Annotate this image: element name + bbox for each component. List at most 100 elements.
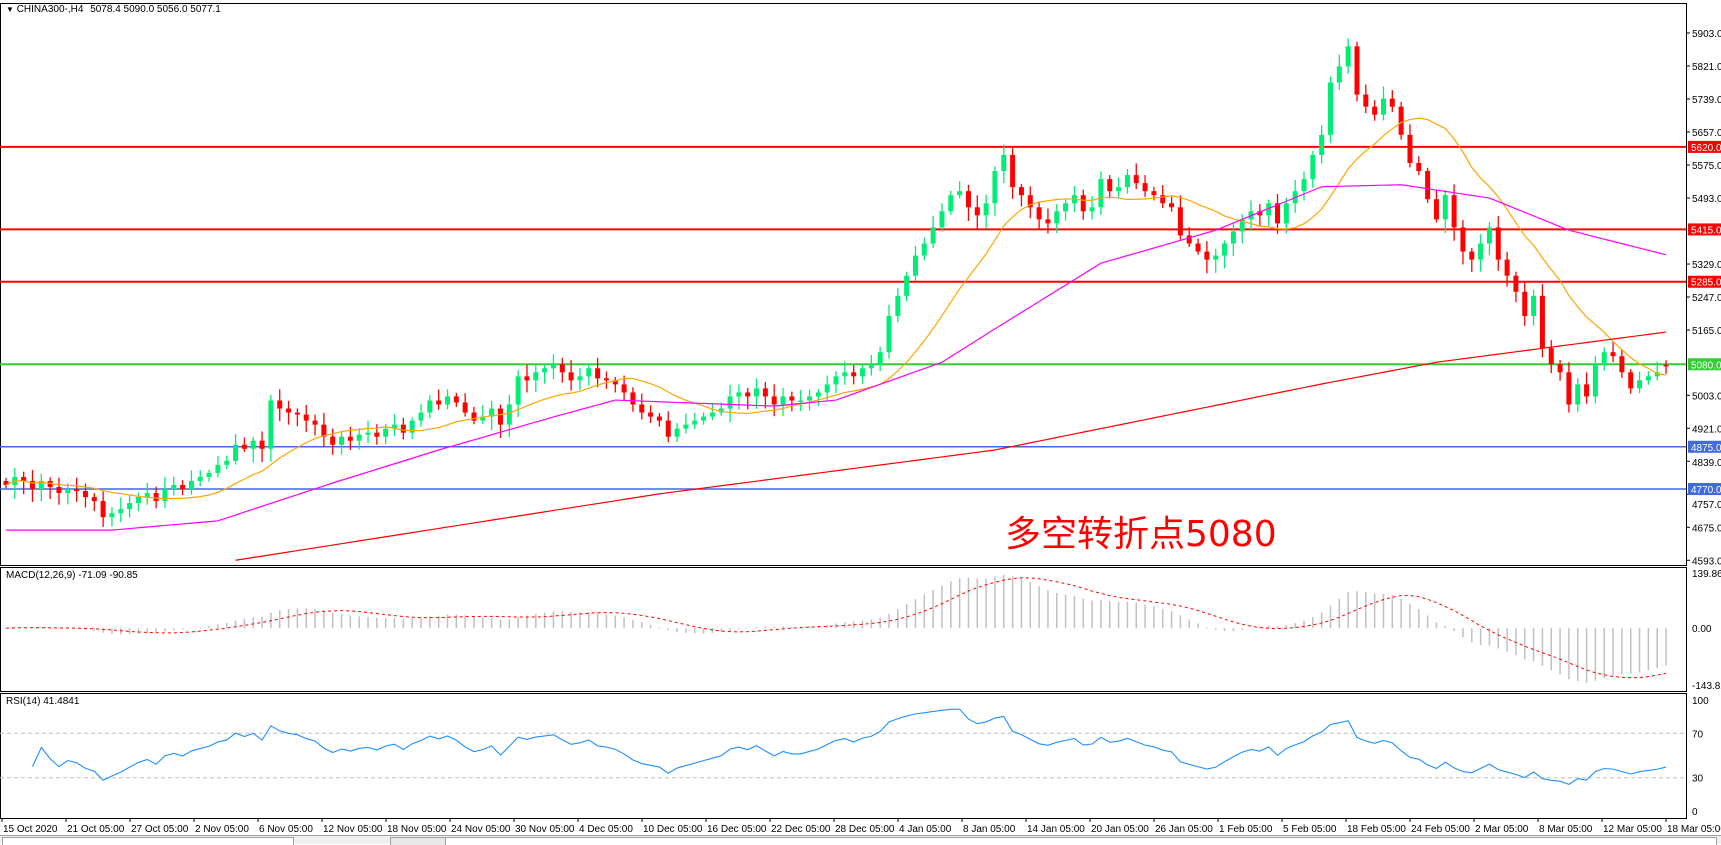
candle-bull (392, 424, 398, 429)
candle-bull (930, 227, 936, 244)
candle-bear (312, 420, 318, 425)
date-tick-label: 30 Nov 05:00 (515, 824, 575, 835)
candle-bull (233, 444, 239, 461)
candle-bull (339, 436, 345, 445)
candle-bear (241, 444, 247, 449)
candle-bear (1416, 163, 1422, 172)
candle-bull (957, 191, 963, 196)
candle-bull (904, 275, 910, 296)
candle-bull (550, 364, 556, 369)
candle-bull (1336, 66, 1342, 83)
candle-bear (180, 485, 186, 490)
candle-bull (224, 460, 230, 465)
candle-bull (162, 489, 168, 502)
candle-bear (3, 480, 9, 486)
candle-bull (215, 464, 221, 473)
candle-bear (453, 396, 459, 403)
candle-bear (1010, 154, 1016, 188)
candle-bull (921, 243, 927, 256)
candle-bull (365, 432, 371, 435)
candle-bull (1116, 187, 1122, 192)
candle-bear (603, 378, 609, 381)
price-tick-label: 4839.0 (1692, 458, 1721, 469)
candle-bull (683, 424, 689, 429)
candle-bull (586, 368, 592, 377)
level-label-bg (1688, 440, 1721, 453)
date-tick-label: 14 Jan 05:00 (1027, 824, 1085, 835)
candle-bull (65, 489, 71, 494)
candle-bear (47, 480, 53, 488)
macd-tick-label: -143.82 (1692, 681, 1721, 692)
date-tick-label: 2 Mar 05:00 (1475, 824, 1529, 835)
candle-bear (1257, 211, 1263, 216)
candle-bull (445, 396, 450, 405)
candle-bull (842, 372, 848, 377)
candle-bear (1398, 106, 1404, 135)
candle-bull (1063, 203, 1069, 212)
candle-bull (1001, 154, 1007, 172)
candle-bear (294, 412, 300, 415)
chart-tab[interactable] (445, 837, 1717, 845)
date-tick-label: 4 Dec 05:00 (579, 824, 633, 835)
price-tick-label: 4593.0 (1692, 556, 1721, 567)
level-label: 5285.0 (1691, 278, 1721, 289)
candle-bull (833, 376, 839, 385)
candle-bull (886, 315, 892, 353)
date-tick-label: 18 Mar 05:00 (1667, 824, 1721, 835)
candle-bull (754, 388, 760, 397)
candle-bear (1354, 46, 1360, 95)
candle-bear (1195, 243, 1201, 252)
candle-bull (250, 440, 256, 449)
price-tick-label: 5821.0 (1692, 62, 1721, 73)
candle-bull (135, 497, 141, 504)
candle-bear (1142, 183, 1148, 192)
candle-bear (1425, 171, 1431, 200)
candle-bear (1177, 207, 1183, 236)
level-label: 4875.0 (1691, 443, 1721, 454)
candle-bear (665, 420, 671, 437)
date-tick-label: 12 Nov 05:00 (323, 824, 383, 835)
date-tick-label: 18 Feb 05:00 (1347, 824, 1406, 835)
candle-bull (356, 434, 362, 441)
level-label-bg (1688, 483, 1721, 496)
candle-bull (727, 396, 733, 409)
candle-bear (259, 440, 265, 449)
candle-bear (1610, 352, 1616, 357)
candle-bull (868, 364, 874, 369)
date-tick-label: 4 Jan 05:00 (899, 824, 952, 835)
candle-bull (948, 195, 954, 212)
date-tick-label: 27 Oct 05:00 (131, 824, 189, 835)
candle-bull (1213, 255, 1219, 260)
candle-bear (1036, 207, 1042, 220)
candle-bull (824, 384, 830, 393)
chart-title: ▼ CHINA300-,H4 5078.4 5090.0 5056.0 5077… (6, 4, 221, 15)
candle-bull (701, 416, 707, 421)
candle-bear (462, 402, 468, 413)
candle-bull (489, 408, 495, 417)
level-label-bg (1688, 140, 1721, 153)
candle-bear (1151, 191, 1157, 196)
candle-bear (1451, 195, 1457, 228)
date-tick-label: 16 Dec 05:00 (707, 824, 767, 835)
level-label: 5415.0 (1691, 225, 1721, 236)
candle-bull (1380, 98, 1386, 115)
candle-bear (771, 396, 777, 405)
chart-tab[interactable] (2, 837, 294, 845)
candle-bear (1628, 372, 1634, 389)
candle-bull (109, 513, 115, 518)
candle-bear (1018, 187, 1024, 196)
candle-bull (1345, 46, 1351, 67)
candle-bull (1283, 203, 1289, 224)
date-tick-label: 20 Jan 05:00 (1091, 824, 1149, 835)
pane-border (0, 567, 1687, 692)
candle-bear (1557, 364, 1563, 373)
candle-bull (506, 404, 512, 425)
candle-bull (1054, 211, 1060, 224)
triangle-down-icon[interactable]: ▼ (6, 5, 14, 14)
candle-bear (277, 400, 283, 409)
candle-bear (965, 191, 971, 208)
candle-bear (1107, 179, 1113, 192)
candle-bull (144, 493, 150, 498)
